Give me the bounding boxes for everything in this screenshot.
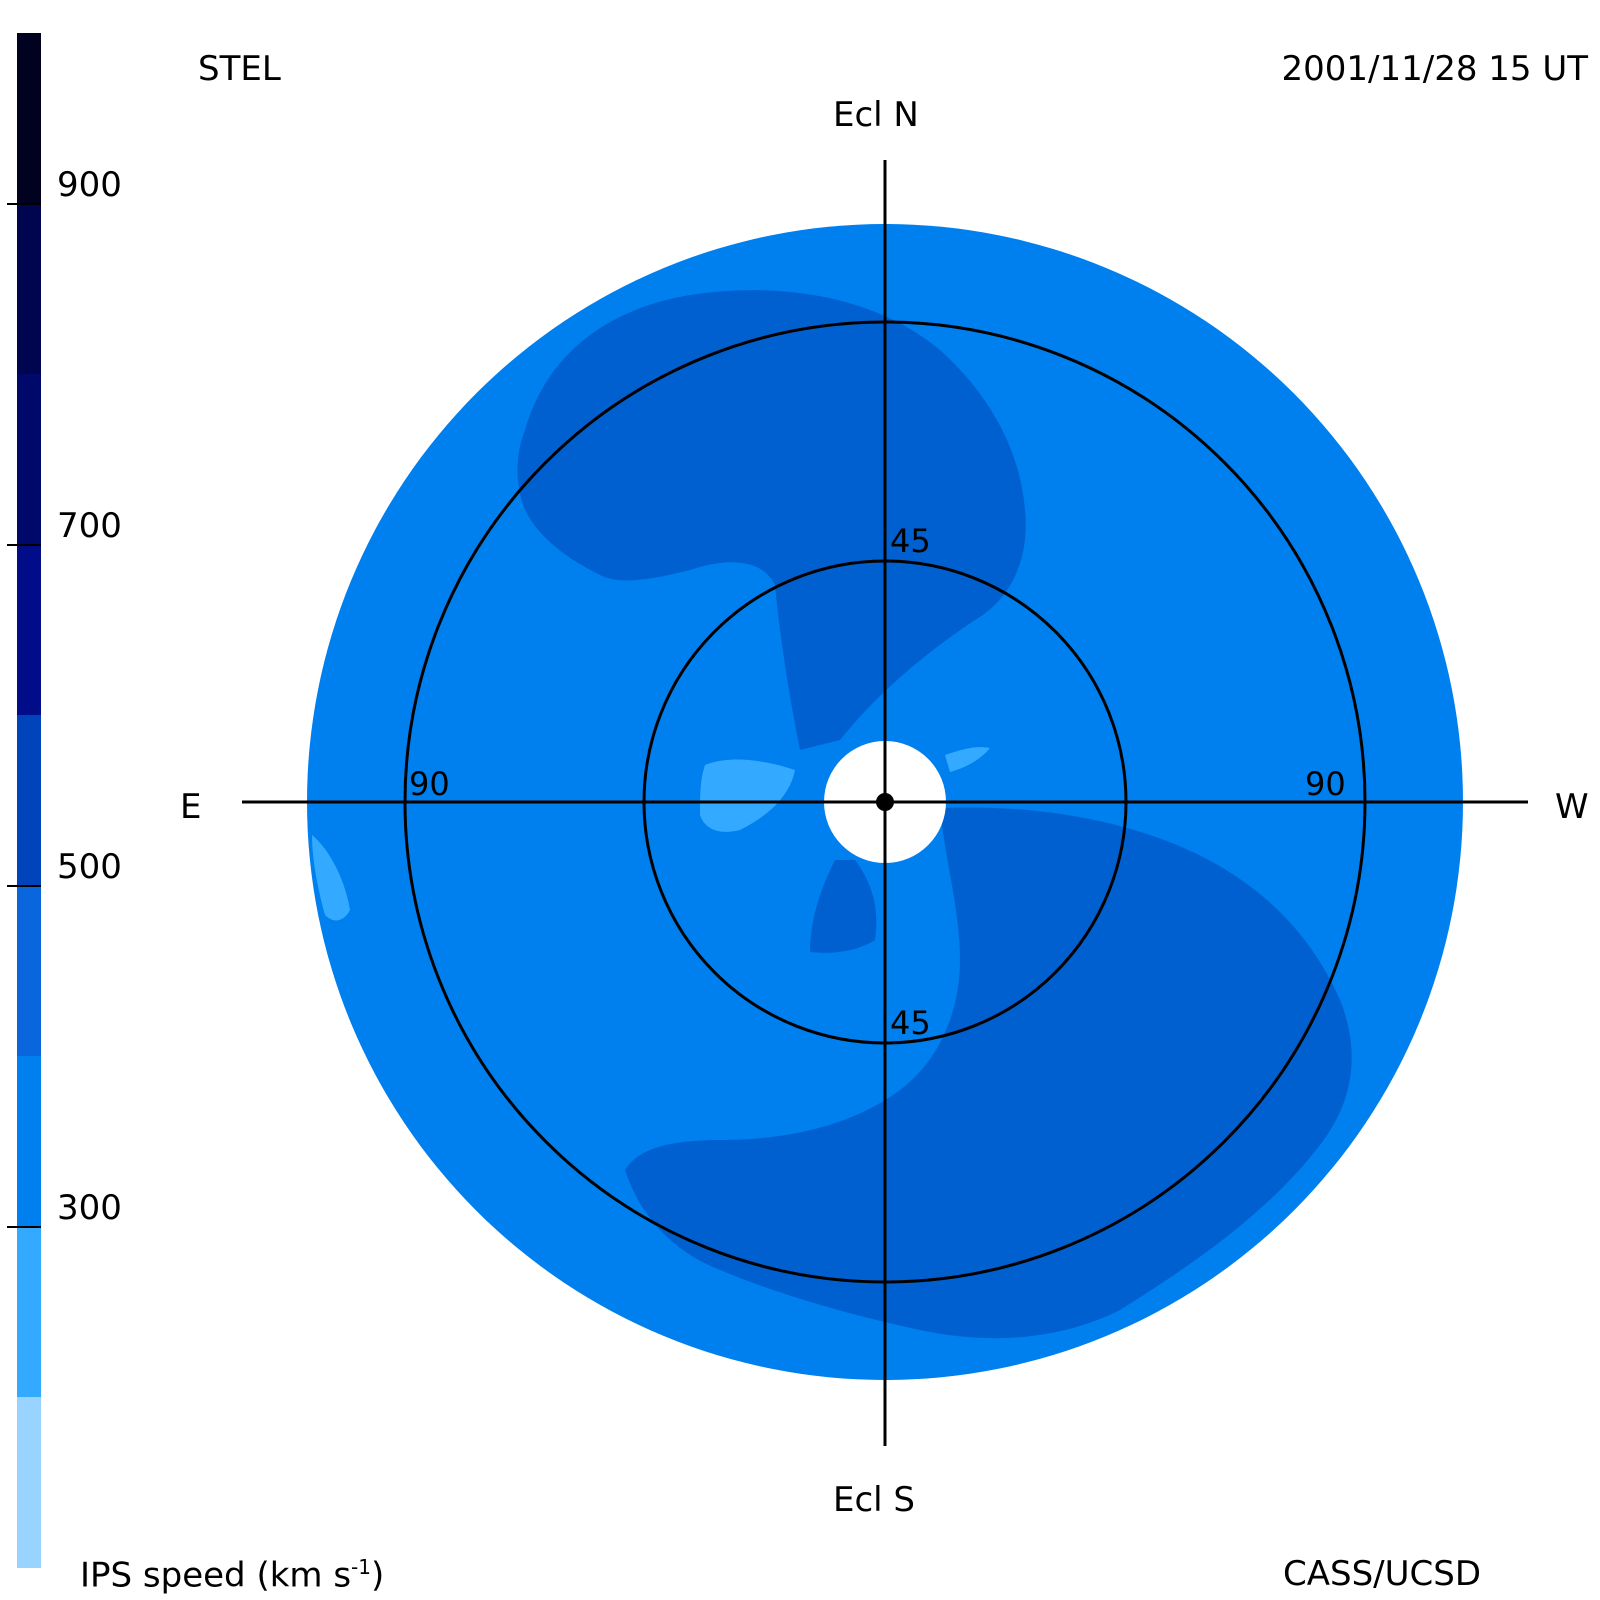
colorbar-level-400 [17,885,41,1057]
fast-stream-south [625,807,1352,1339]
slow-stream-nw [945,747,990,772]
credit-label: CASS/UCSD [1283,1554,1482,1594]
ring-45-south-label: 45 [890,1004,931,1042]
colorbar-level-600 [17,544,41,716]
west-label: W [1555,787,1589,827]
colorbar-tick [7,884,41,887]
colorbar-level-900 [17,33,41,204]
colorbar-tick-label: 700 [57,505,122,546]
sun-center-dot [876,793,894,811]
ring-90-east-label: 90 [409,765,450,803]
colorbar-tick-label: 300 [57,1187,122,1228]
ecliptic-south-label: Ecl S [833,1480,916,1520]
colorbar-tick [7,543,41,546]
observatory-label: STEL [198,49,281,89]
speed-colorbar: 900 700 500 300 [7,33,122,1568]
ring-90-west-label: 90 [1305,765,1346,803]
fast-stream-sw-arm [810,860,877,953]
east-label: E [180,787,202,827]
ecliptic-north-label: Ecl N [833,95,919,135]
colorbar-level-300 [17,1056,41,1227]
colorbar-level-500 [17,715,41,886]
colorbar-level-200 [17,1226,41,1398]
colorbar-level-700 [17,374,41,545]
slow-stream-limb [312,835,350,921]
colorbar-title: IPS speed (km s-1) [80,1555,385,1596]
colorbar-level-100 [17,1397,41,1568]
fast-stream-north [517,290,1026,750]
datetime-label: 2001/11/28 15 UT [1281,49,1589,89]
colorbar-tick [7,1225,41,1228]
slow-stream-east [700,759,795,832]
colorbar-tick [7,202,41,205]
colorbar-tick-label: 900 [57,164,122,205]
colorbar-tick-label: 500 [57,846,122,887]
colorbar-level-800 [17,203,41,375]
ring-45-north-label: 45 [890,522,931,560]
